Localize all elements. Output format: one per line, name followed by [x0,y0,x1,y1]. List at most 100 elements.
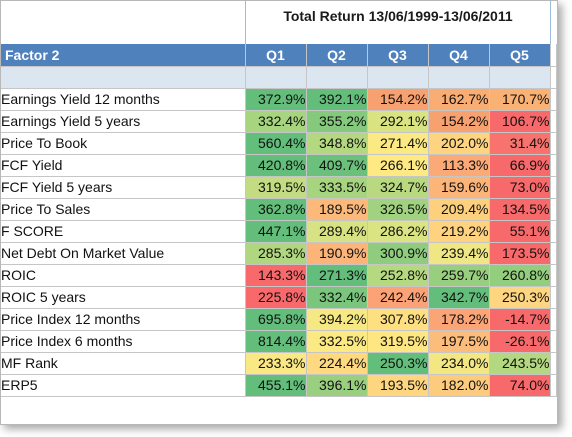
return-cell-q5[interactable]: 55.1% [489,220,551,243]
return-cell-q3[interactable]: 292.1% [367,110,429,133]
return-cell-q1[interactable]: 560.4% [245,132,307,155]
factor-name-cell[interactable]: Net Debt On Market Value [1,242,246,265]
return-cell-q4[interactable]: 113.3% [428,154,490,177]
row-tail [550,286,557,309]
return-cell-q4[interactable]: 159.6% [428,176,490,199]
return-cell-q2[interactable]: 189.5% [306,198,368,221]
blank-cell[interactable] [428,66,490,89]
return-cell-q3[interactable]: 324.7% [367,176,429,199]
factor-name-cell[interactable]: Price Index 6 months [1,330,246,353]
return-cell-q4[interactable]: 178.2% [428,308,490,331]
return-cell-q3[interactable]: 326.5% [367,198,429,221]
return-cell-q4[interactable]: 219.2% [428,220,490,243]
return-cell-q4[interactable]: 154.2% [428,110,490,133]
return-cell-q5[interactable]: 74.0% [489,374,551,397]
factor-name-cell[interactable]: ERP5 [1,374,246,397]
return-cell-q2[interactable]: 333.5% [306,176,368,199]
return-cell-q5[interactable]: -26.1% [489,330,551,353]
quintile-header-q1[interactable]: Q1 [245,44,307,67]
return-cell-q1[interactable]: 332.4% [245,110,307,133]
quintile-header-q3[interactable]: Q3 [367,44,429,67]
return-cell-q4[interactable]: 234.0% [428,352,490,375]
blank-cell[interactable] [306,66,368,89]
quintile-header-q4[interactable]: Q4 [428,44,490,67]
return-cell-q2[interactable]: 394.2% [306,308,368,331]
return-cell-q5[interactable]: 66.9% [489,154,551,177]
return-cell-q5[interactable]: 250.3% [489,286,551,309]
return-cell-q3[interactable]: 307.8% [367,308,429,331]
return-cell-q5[interactable]: 243.5% [489,352,551,375]
quintile-header-q5[interactable]: Q5 [489,44,551,67]
return-cell-q4[interactable]: 162.7% [428,88,490,111]
return-cell-q3[interactable]: 319.5% [367,330,429,353]
return-cell-q2[interactable]: 396.1% [306,374,368,397]
blank-cell[interactable] [1,66,246,89]
return-cell-q1[interactable]: 695.8% [245,308,307,331]
return-cell-q3[interactable]: 193.5% [367,374,429,397]
return-cell-q2[interactable]: 271.3% [306,264,368,287]
return-cell-q1[interactable]: 447.1% [245,220,307,243]
return-cell-q4[interactable]: 209.4% [428,198,490,221]
return-cell-q2[interactable]: 332.4% [306,286,368,309]
return-cell-q1[interactable]: 420.8% [245,154,307,177]
return-cell-q3[interactable]: 250.3% [367,352,429,375]
return-cell-q3[interactable]: 286.2% [367,220,429,243]
return-cell-q5[interactable]: 173.5% [489,242,551,265]
return-cell-q3[interactable]: 154.2% [367,88,429,111]
return-cell-q2[interactable]: 392.1% [306,88,368,111]
return-cell-q1[interactable]: 319.5% [245,176,307,199]
blank-row [1,66,557,89]
return-cell-q2[interactable]: 289.4% [306,220,368,243]
return-cell-q1[interactable]: 233.3% [245,352,307,375]
factor-name-cell[interactable]: FCF Yield 5 years [1,176,246,199]
return-cell-q5[interactable]: 134.5% [489,198,551,221]
return-cell-q4[interactable]: 182.0% [428,374,490,397]
factor-header[interactable]: Factor 2 [1,44,246,67]
return-cell-q1[interactable]: 285.3% [245,242,307,265]
factor-name-cell[interactable]: ROIC 5 years [1,286,246,309]
return-cell-q2[interactable]: 332.5% [306,330,368,353]
return-cell-q5[interactable]: -14.7% [489,308,551,331]
return-cell-q1[interactable]: 143.3% [245,264,307,287]
return-cell-q5[interactable]: 106.7% [489,110,551,133]
return-cell-q2[interactable]: 409.7% [306,154,368,177]
return-cell-q3[interactable]: 266.1% [367,154,429,177]
factor-name-cell[interactable]: MF Rank [1,352,246,375]
factor-name-cell[interactable]: Earnings Yield 12 months [1,88,246,111]
return-cell-q4[interactable]: 202.0% [428,132,490,155]
return-cell-q2[interactable]: 355.2% [306,110,368,133]
return-cell-q5[interactable]: 73.0% [489,176,551,199]
factor-name-cell[interactable]: Price To Book [1,132,246,155]
factor-name-cell[interactable]: F SCORE [1,220,246,243]
factor-name-cell[interactable]: Earnings Yield 5 years [1,110,246,133]
return-cell-q5[interactable]: 170.7% [489,88,551,111]
return-cell-q4[interactable]: 342.7% [428,286,490,309]
return-cell-q3[interactable]: 271.4% [367,132,429,155]
return-cell-q4[interactable]: 259.7% [428,264,490,287]
row-tail [550,308,557,331]
return-cell-q1[interactable]: 814.4% [245,330,307,353]
return-cell-q2[interactable]: 224.4% [306,352,368,375]
return-cell-q1[interactable]: 455.1% [245,374,307,397]
return-cell-q1[interactable]: 225.8% [245,286,307,309]
blank-cell[interactable] [489,66,551,89]
return-cell-q1[interactable]: 372.9% [245,88,307,111]
factor-name-cell[interactable]: FCF Yield [1,154,246,177]
factor-name-cell[interactable]: ROIC [1,264,246,287]
quintile-header-q2[interactable]: Q2 [306,44,368,67]
return-cell-q4[interactable]: 197.5% [428,330,490,353]
factor-name-cell[interactable]: Price To Sales [1,198,246,221]
blank-cell[interactable] [245,66,307,89]
return-cell-q3[interactable]: 300.9% [367,242,429,265]
return-cell-q5[interactable]: 31.4% [489,132,551,155]
return-cell-q1[interactable]: 362.8% [245,198,307,221]
return-cell-q5[interactable]: 260.8% [489,264,551,287]
return-cell-q2[interactable]: 348.8% [306,132,368,155]
return-cell-q3[interactable]: 252.8% [367,264,429,287]
factor-name-cell[interactable]: Price Index 12 months [1,308,246,331]
return-cell-q4[interactable]: 239.4% [428,242,490,265]
title-cell[interactable]: Total Return 13/06/1999-13/06/2011 [245,1,551,44]
return-cell-q2[interactable]: 190.9% [306,242,368,265]
blank-cell[interactable] [367,66,429,89]
return-cell-q3[interactable]: 242.4% [367,286,429,309]
